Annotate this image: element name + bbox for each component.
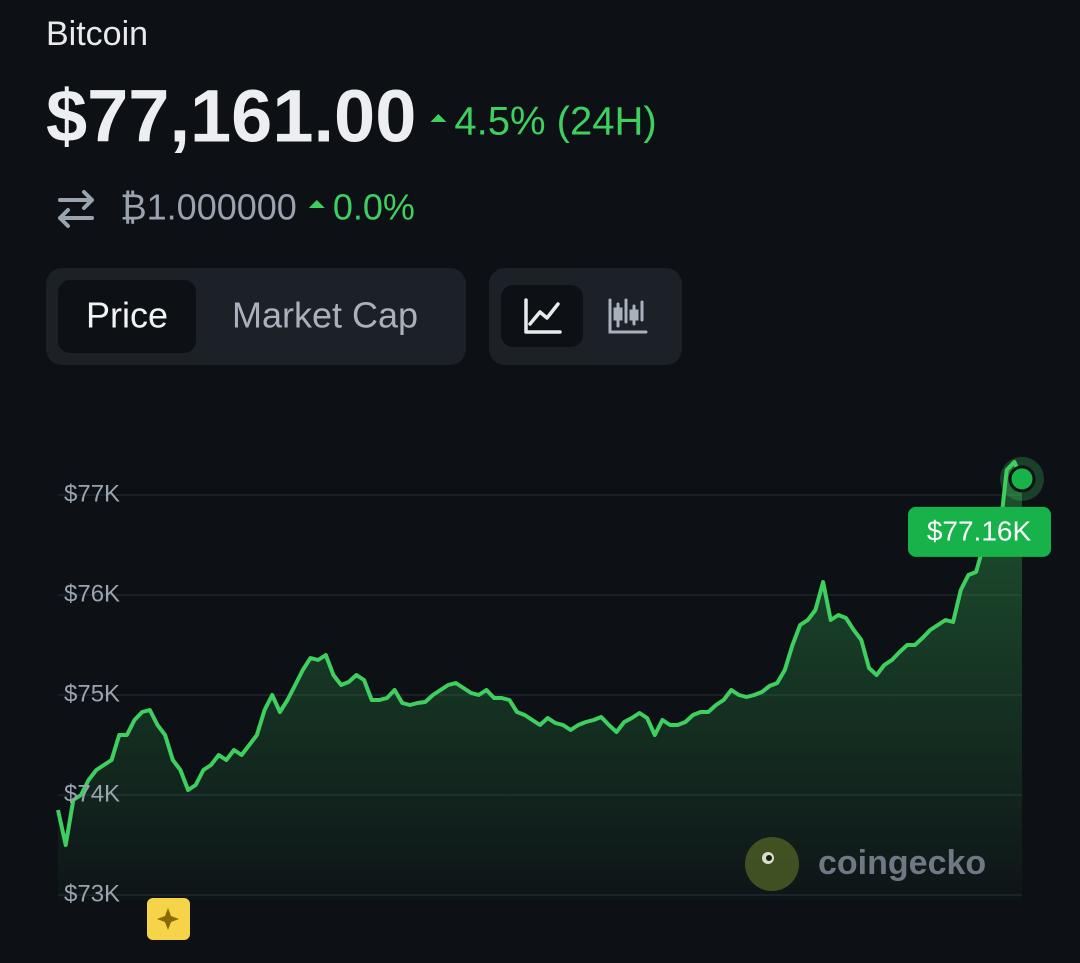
btc-change: 0.0%: [333, 187, 415, 228]
btc-price: ₿1.000000: [120, 187, 297, 228]
candle-chart-icon[interactable]: [608, 298, 648, 334]
badge-icon: [157, 908, 179, 930]
coin-name: Bitcoin: [46, 15, 148, 53]
area: [58, 462, 1022, 900]
last-price-dot: [1008, 465, 1036, 493]
y-tick-label: $73K: [64, 880, 120, 907]
last-price-label: $77.16K: [927, 515, 1032, 546]
price-line: [56, 460, 1024, 847]
last-price-pill: [908, 506, 1051, 557]
y-tick-label: $76K: [64, 580, 120, 607]
y-tick-label: $75K: [64, 680, 120, 707]
up-arrow: [308, 200, 325, 208]
y-tick-label: $74K: [64, 780, 120, 807]
up-arrow: [430, 114, 447, 122]
price-change: 4.5% (24H): [454, 100, 656, 144]
coingecko-logo: [745, 837, 799, 891]
chart: $73K $74K $75K $76K $77K $77.16K: [56, 456, 1051, 907]
tab-price[interactable]: Price: [86, 295, 168, 336]
tab-market-cap[interactable]: Market Cap: [232, 295, 418, 336]
swap-icon: [58, 190, 94, 228]
price: $77,161.00: [46, 75, 416, 158]
watermark: coingecko: [818, 844, 986, 882]
tab-selected[interactable]: [58, 280, 196, 353]
line-chart-icon: [524, 298, 562, 334]
y-tick-label: $77K: [64, 480, 120, 507]
